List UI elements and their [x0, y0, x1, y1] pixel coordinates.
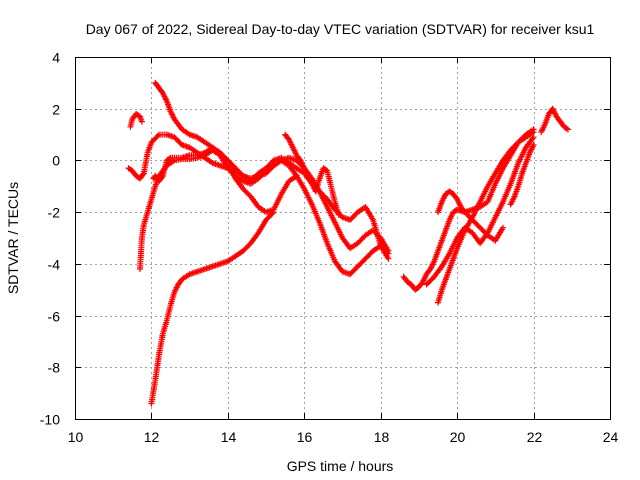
plus-markers: [125, 131, 392, 262]
series-track-d: [137, 147, 392, 278]
axis-ticks: [75, 57, 611, 420]
series-track-k: [435, 188, 506, 244]
y-tick-labels: 4 2 0 -2 -4 -6 -8 -10: [40, 50, 60, 428]
y-tick-label: 4: [52, 50, 60, 66]
y-tick-label: 2: [52, 102, 60, 118]
plus-markers: [400, 126, 537, 293]
y-axis-label: SDTVAR / TECUs: [5, 182, 21, 294]
y-tick-label: -10: [40, 412, 60, 428]
plus-markers: [435, 188, 506, 244]
plus-markers: [127, 110, 145, 130]
plus-markers: [507, 141, 537, 208]
plus-markers: [282, 131, 342, 218]
series-track-e: [148, 209, 277, 407]
series-track-m: [538, 105, 571, 135]
data-marks: [125, 79, 571, 407]
plus-markers: [137, 147, 392, 278]
y-tick-label: -4: [48, 257, 61, 273]
series-track-a: [127, 110, 145, 130]
series-track-f: [152, 79, 300, 187]
series-track-l: [507, 141, 537, 208]
x-tick-label: 12: [144, 429, 160, 445]
y-tick-label: -8: [48, 360, 61, 376]
plus-markers: [148, 209, 277, 407]
chart-title: Day 067 of 2022, Sidereal Day-to-day VTE…: [86, 21, 595, 37]
plus-markers: [152, 79, 300, 187]
series-track-b: [125, 131, 392, 262]
x-tick-label: 20: [450, 429, 466, 445]
y-tick-label: -2: [48, 205, 61, 221]
plus-markers: [538, 105, 571, 135]
x-tick-label: 14: [221, 429, 237, 445]
x-tick-label: 16: [297, 429, 313, 445]
series-track-j: [423, 134, 537, 288]
plus-markers: [423, 134, 537, 288]
x-tick-label: 18: [374, 429, 390, 445]
plot-frame: [75, 57, 611, 420]
series-track-h: [400, 126, 537, 293]
y-tick-label: -6: [48, 309, 61, 325]
x-tick-label: 10: [68, 429, 84, 445]
y-tick-label: 0: [52, 153, 60, 169]
x-tick-label: 22: [527, 429, 543, 445]
x-axis-label: GPS time / hours: [287, 458, 394, 474]
series-track-g: [282, 131, 342, 218]
x-tick-labels: 10 12 14 16 18 20 22 24: [68, 429, 619, 445]
x-tick-label: 24: [603, 429, 619, 445]
